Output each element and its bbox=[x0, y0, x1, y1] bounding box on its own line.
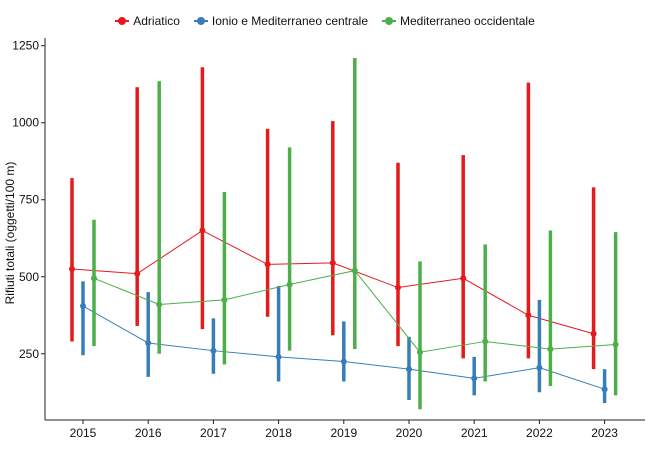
legend-key-ionio-e-mediterraneo-centrale bbox=[193, 15, 208, 27]
x-tick-label: 2020 bbox=[396, 426, 423, 440]
data-point-adriatico bbox=[329, 259, 336, 266]
data-point-adriatico bbox=[525, 312, 532, 319]
data-point-adriatico bbox=[395, 284, 401, 291]
x-tick-label: 2017 bbox=[200, 426, 227, 440]
data-point-ionio-e-mediterraneo-centrale bbox=[601, 386, 608, 393]
data-point-adriatico bbox=[199, 227, 206, 234]
legend: Adriatico Ionio e Mediterraneo centrale Me… bbox=[0, 14, 650, 28]
x-tick-label: 2015 bbox=[70, 426, 97, 440]
legend-key-adriatico bbox=[115, 15, 130, 27]
legend-item-ionio-e-mediterraneo-centrale: Ionio e Mediterraneo centrale bbox=[193, 14, 369, 28]
data-point-ionio-e-mediterraneo-centrale bbox=[210, 347, 217, 354]
data-point-adriatico bbox=[590, 330, 597, 337]
x-tick-label: 2022 bbox=[526, 426, 553, 440]
data-point-mediterraneo-occidentale bbox=[547, 346, 554, 353]
y-tick-label: 1000 bbox=[12, 116, 39, 130]
legend-label: Mediterraneo occidentale bbox=[400, 14, 535, 28]
x-tick-label: 2016 bbox=[135, 426, 162, 440]
data-point-mediterraneo-occidentale bbox=[156, 301, 163, 308]
data-point-mediterraneo-occidentale bbox=[417, 349, 423, 356]
data-point-mediterraneo-occidentale bbox=[612, 341, 619, 348]
x-tick-label: 2023 bbox=[591, 426, 618, 440]
data-point-adriatico bbox=[69, 266, 75, 273]
data-point-mediterraneo-occidentale bbox=[221, 296, 228, 303]
y-tick-label: 250 bbox=[19, 347, 39, 361]
y-tick-label: 750 bbox=[19, 193, 39, 207]
data-point-adriatico bbox=[264, 261, 271, 268]
data-point-mediterraneo-occidentale bbox=[351, 267, 358, 274]
legend-item-adriatico: Adriatico bbox=[115, 14, 180, 28]
data-point-ionio-e-mediterraneo-centrale bbox=[536, 364, 543, 371]
data-point-ionio-e-mediterraneo-centrale bbox=[406, 366, 412, 373]
data-point-mediterraneo-occidentale bbox=[482, 338, 489, 345]
data-point-adriatico bbox=[460, 275, 467, 282]
legend-label: Ionio e Mediterraneo centrale bbox=[211, 14, 369, 28]
legend-key-mediterraneo-occidentale bbox=[382, 15, 397, 27]
data-point-ionio-e-mediterraneo-centrale bbox=[471, 375, 478, 382]
y-tick-label: 500 bbox=[19, 270, 39, 284]
data-point-adriatico bbox=[134, 270, 141, 277]
legend-label: Adriatico bbox=[133, 14, 180, 28]
y-axis-title: Rifiuti totali (oggetti/100 m) bbox=[3, 162, 17, 305]
data-point-ionio-e-mediterraneo-centrale bbox=[340, 358, 347, 365]
data-point-ionio-e-mediterraneo-centrale bbox=[145, 339, 152, 346]
x-tick-label: 2021 bbox=[461, 426, 488, 440]
data-point-mediterraneo-occidentale bbox=[286, 281, 293, 288]
data-point-ionio-e-mediterraneo-centrale bbox=[275, 353, 282, 360]
data-point-ionio-e-mediterraneo-centrale bbox=[80, 303, 86, 310]
y-tick-label: 1250 bbox=[12, 39, 39, 53]
x-tick-label: 2018 bbox=[265, 426, 292, 440]
x-tick-label: 2019 bbox=[330, 426, 357, 440]
data-point-mediterraneo-occidentale bbox=[91, 275, 97, 282]
legend-item-mediterraneo-occidentale: Mediterraneo occidentale bbox=[382, 14, 535, 28]
